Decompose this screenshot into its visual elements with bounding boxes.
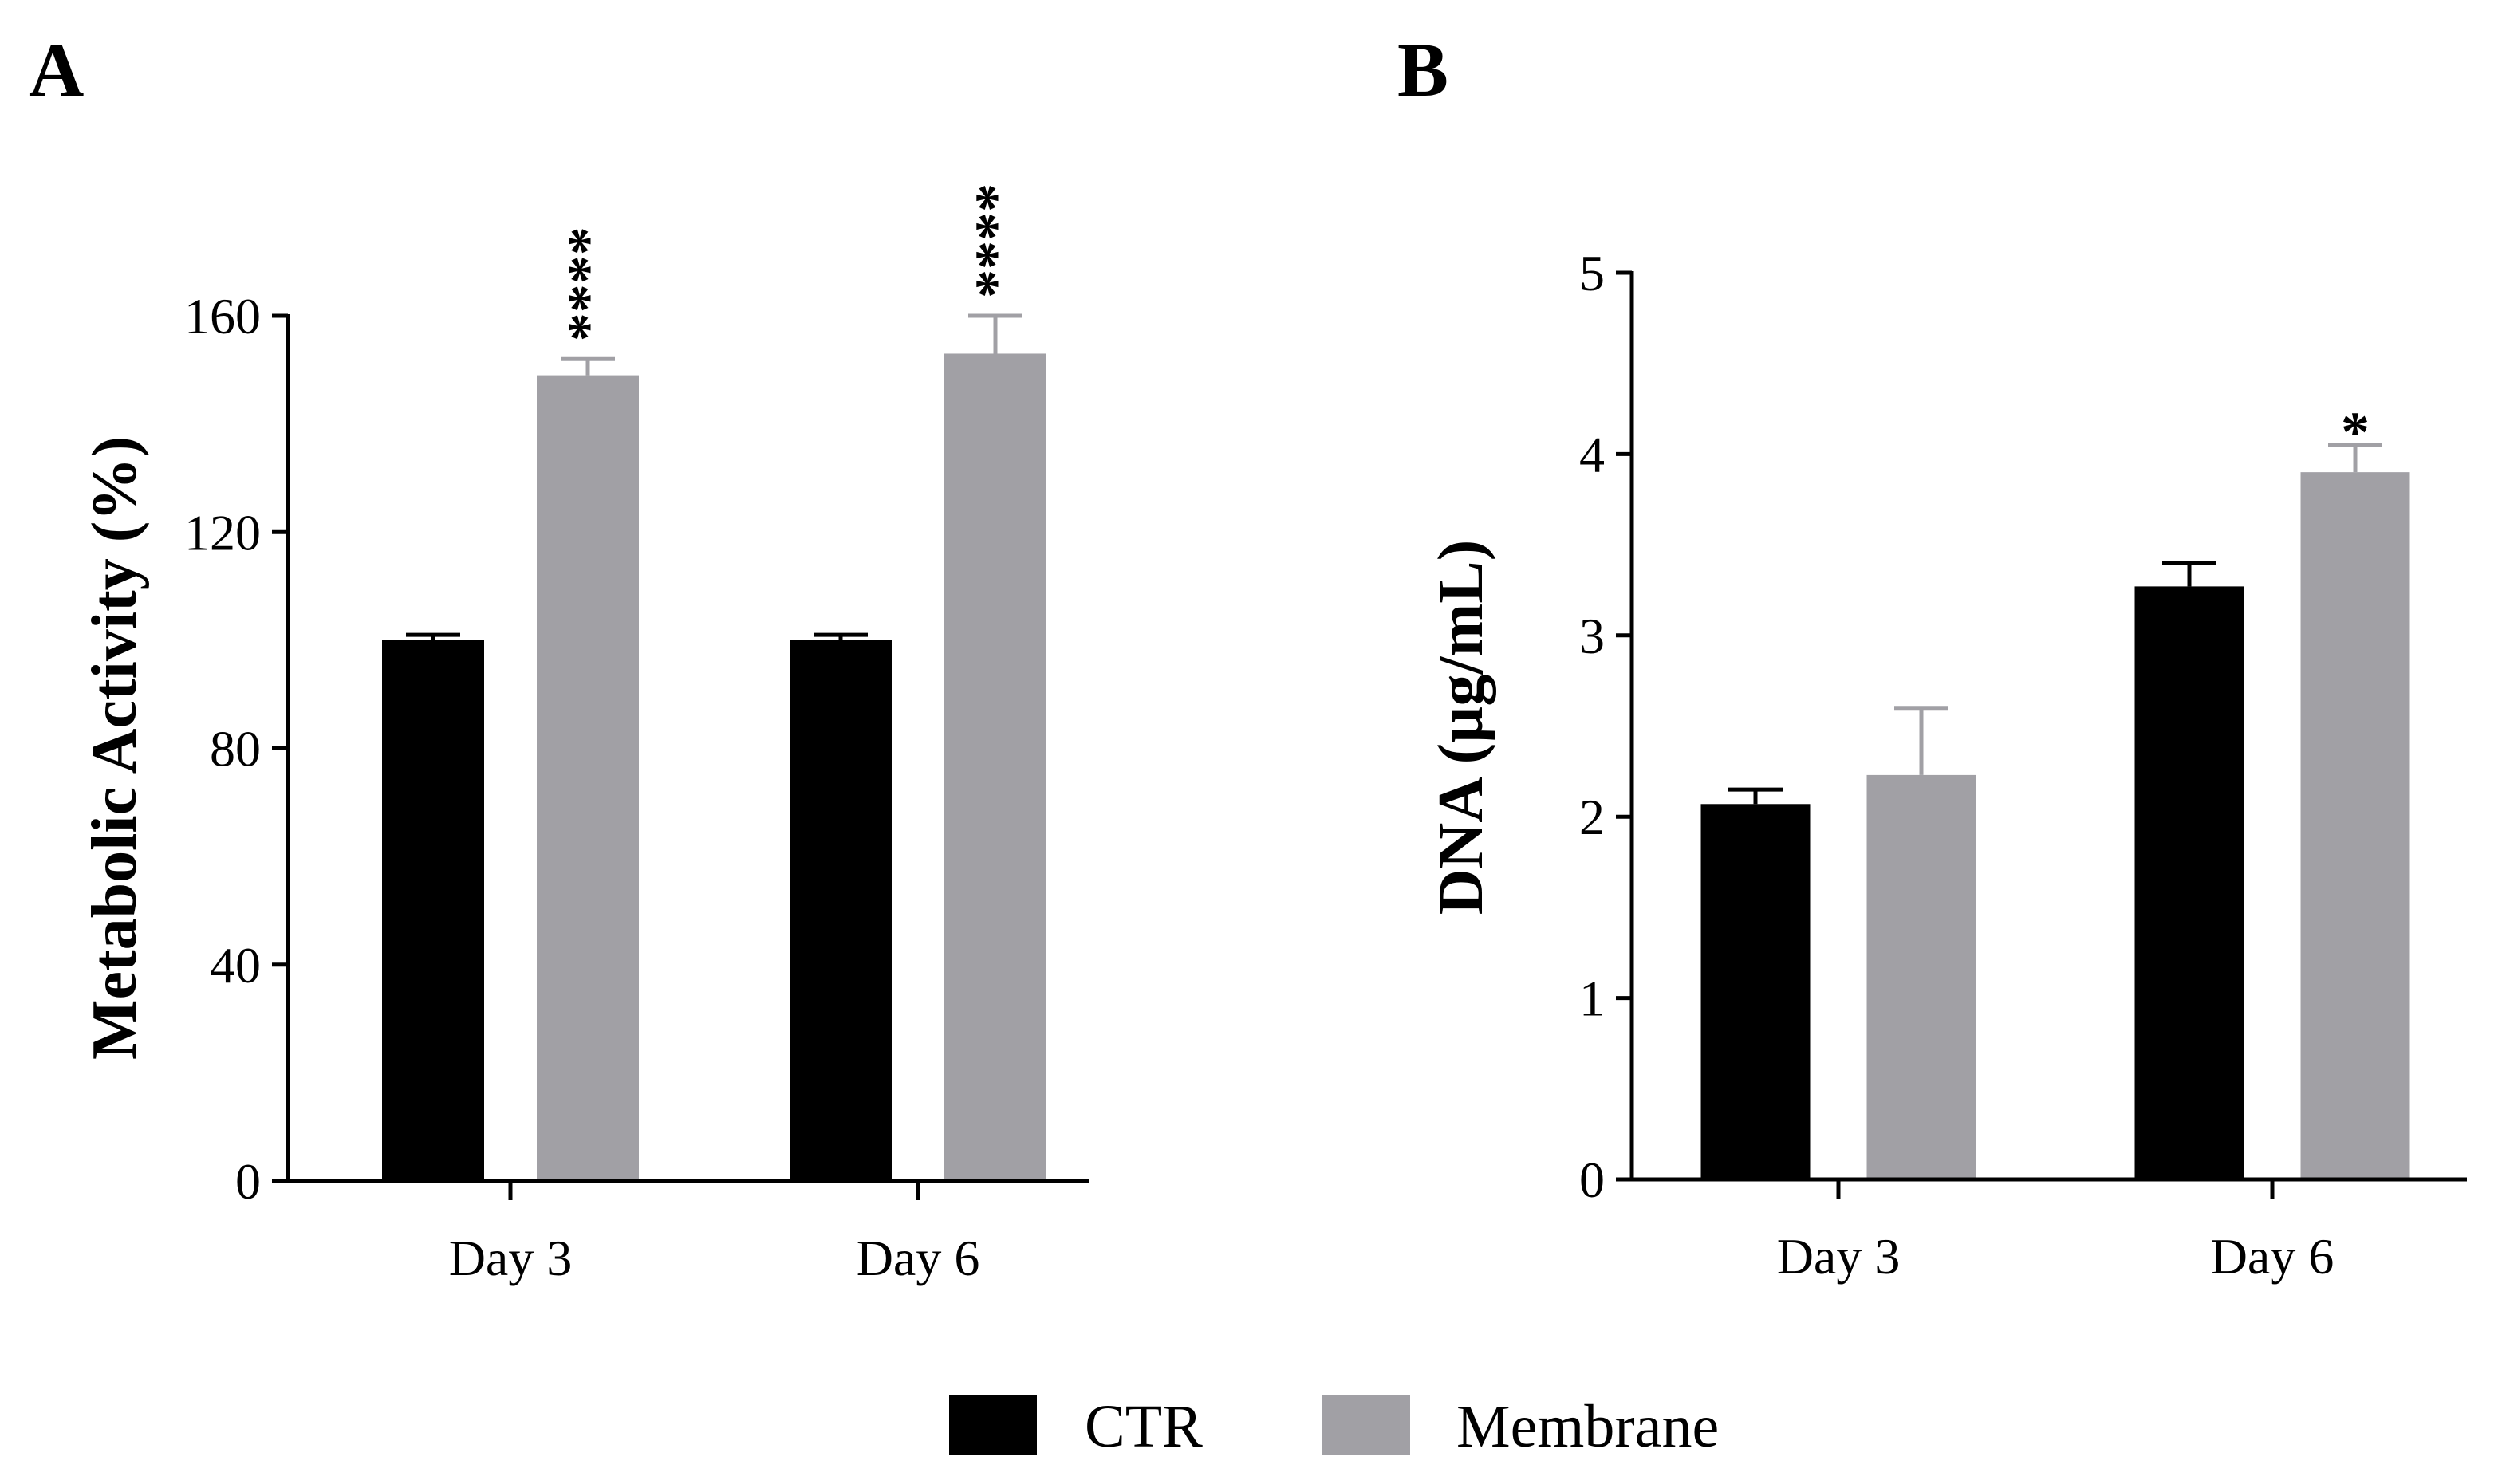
legend: CTR Membrane	[949, 1393, 1719, 1460]
y-tick-label-a-0: 0	[235, 1153, 261, 1210]
y-tick-label-b-1: 1	[1579, 970, 1605, 1027]
x-tick-label-a-1: Day 6	[857, 1230, 980, 1286]
bar-b-membrane-day-3	[1866, 774, 1976, 1179]
y-tick-label-a-120: 120	[184, 504, 261, 561]
significance-a-0: ****	[556, 226, 620, 341]
x-tick-label-b-0: Day 3	[1777, 1228, 1901, 1285]
bar-a-membrane-day-6	[944, 353, 1046, 1181]
legend-swatch-ctr	[949, 1395, 1037, 1455]
panel-b-dna-chart: B 0 1 2 3 4 5 Day 3 Day 6 DNA (µg/mL) *	[1397, 27, 2467, 1285]
y-tick-label-a-160: 160	[184, 288, 261, 344]
bar-b-ctr-day-3	[1700, 804, 1811, 1179]
y-axis-title-b: DNA (µg/mL)	[1426, 540, 1496, 915]
y-tick-label-b-2: 2	[1579, 789, 1605, 845]
significance-b-0: *	[2341, 400, 2370, 464]
y-tick-label-a-40: 40	[210, 937, 261, 994]
y-axis-title-a: Metabolic Activity (%)	[80, 436, 150, 1060]
bar-b-membrane-day-6	[2300, 472, 2410, 1179]
y-tick-label-b-5: 5	[1579, 245, 1605, 301]
significance-a-1: ****	[963, 183, 1027, 298]
y-tick-label-b-3: 3	[1579, 608, 1605, 664]
panel-a-metabolic-activity-chart: A 0 40 80 120 160 Day 3 Day 6 Metabolic Activit…	[29, 27, 1089, 1286]
bar-a-ctr-day-3	[382, 640, 484, 1181]
legend-swatch-membrane	[1322, 1395, 1410, 1455]
bar-a-ctr-day-6	[790, 640, 892, 1181]
panel-b-label: B	[1397, 27, 1448, 112]
y-tick-label-b-4: 4	[1579, 426, 1605, 482]
bar-a-membrane-day-3	[537, 375, 639, 1181]
x-tick-label-a-0: Day 3	[449, 1230, 573, 1286]
y-tick-label-a-80: 80	[210, 721, 261, 777]
legend-label-membrane: Membrane	[1456, 1393, 1719, 1460]
bar-b-ctr-day-6	[2134, 586, 2244, 1179]
legend-label-ctr: CTR	[1085, 1393, 1203, 1460]
x-tick-label-b-1: Day 6	[2211, 1228, 2335, 1285]
y-tick-label-b-0: 0	[1579, 1151, 1605, 1208]
panel-a-label: A	[29, 27, 84, 112]
